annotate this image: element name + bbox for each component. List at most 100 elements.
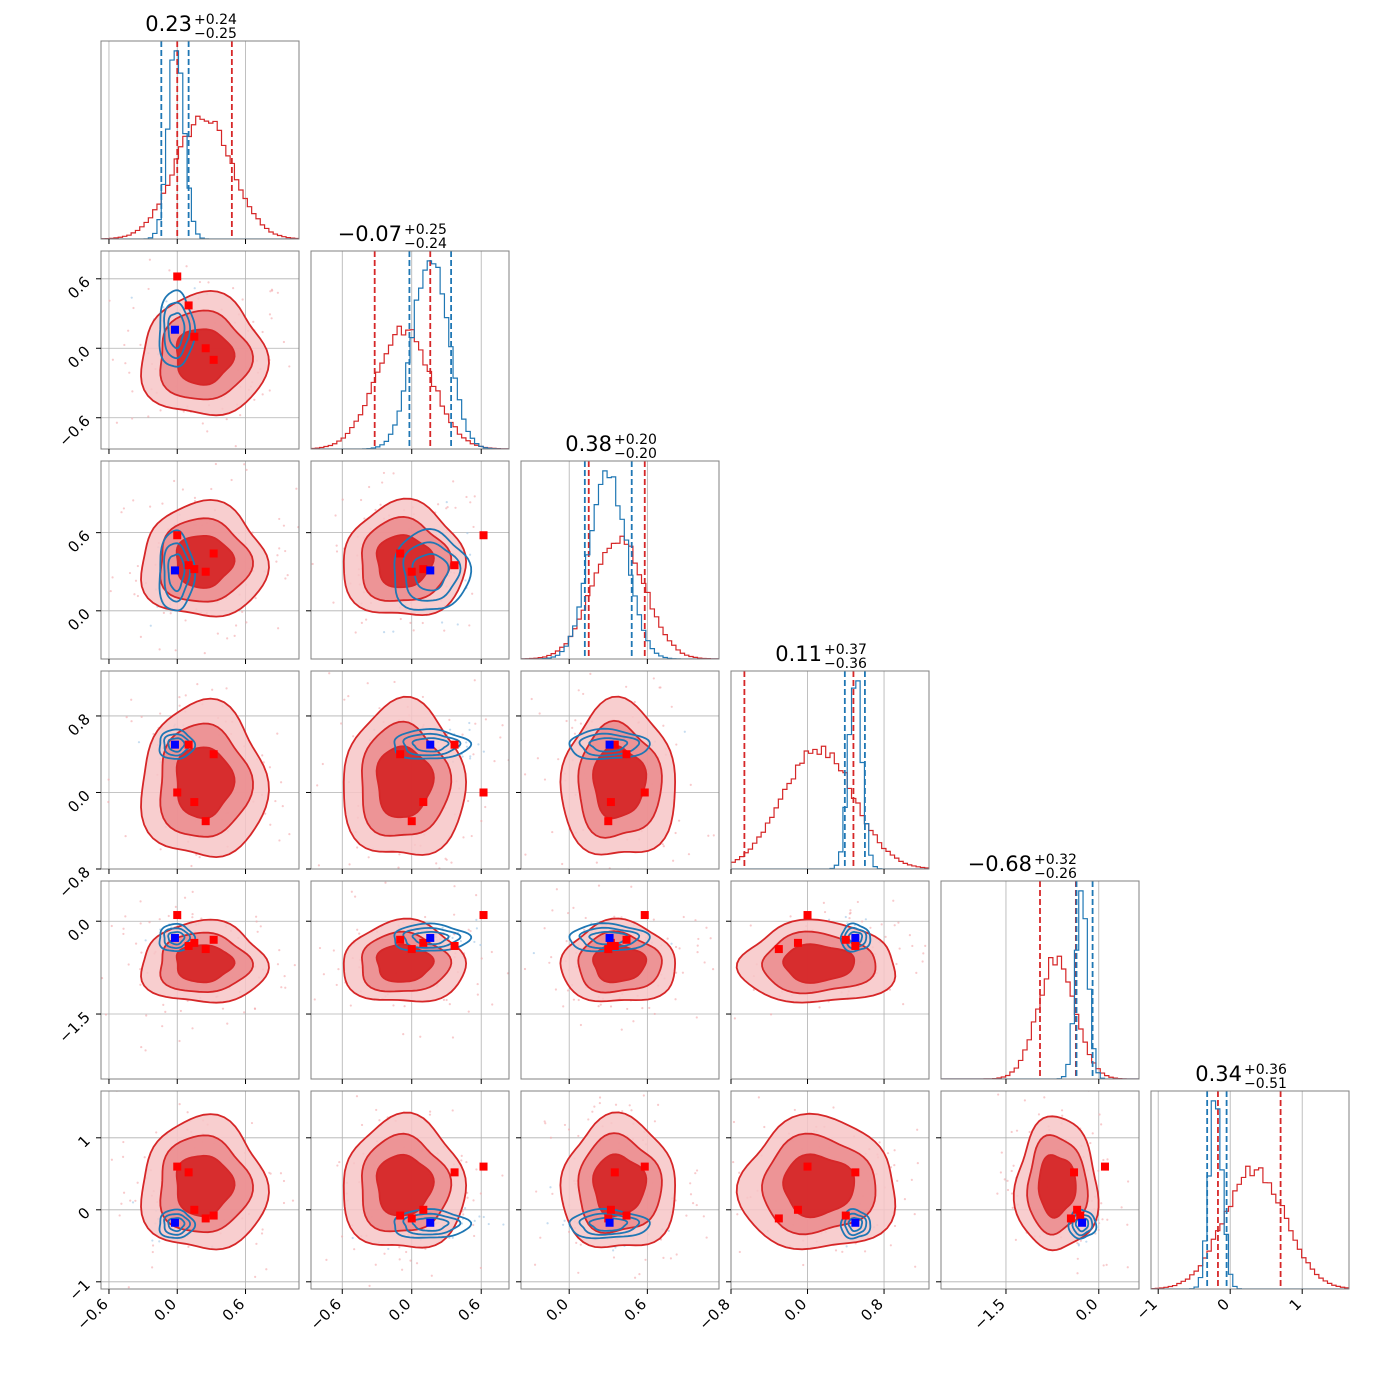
sample-point	[445, 858, 448, 861]
sample-point	[598, 1101, 601, 1105]
sample-point	[1097, 1228, 1100, 1232]
sample-point	[582, 692, 585, 696]
sample-point	[724, 1134, 726, 1136]
sample-point	[922, 952, 925, 955]
hist-1	[101, 50, 299, 239]
sample-point	[546, 1222, 549, 1225]
sample-point	[216, 632, 219, 635]
sample-point	[714, 1229, 716, 1231]
sample-point	[523, 984, 525, 986]
sample-point	[282, 1179, 286, 1183]
sample-point	[264, 812, 267, 815]
sample-point	[276, 963, 280, 966]
hist-0	[311, 325, 509, 449]
panel-frame	[310, 880, 510, 1080]
sample-point	[269, 823, 272, 826]
sample-point	[278, 949, 281, 952]
sample-point	[472, 1199, 475, 1202]
contour-blue	[843, 1212, 868, 1237]
truth-marker-red	[396, 549, 405, 558]
sample-point	[806, 1328, 808, 1330]
sample-point	[278, 839, 281, 842]
sample-point	[480, 819, 483, 823]
sample-point	[936, 930, 938, 932]
sample-point	[501, 724, 504, 727]
sample-point	[683, 730, 686, 733]
sample-point	[469, 501, 472, 504]
sample-point	[107, 778, 110, 781]
truth-marker-red	[610, 740, 619, 749]
sample-point	[591, 1110, 594, 1113]
sample-point	[802, 1263, 805, 1267]
truth-marker-red	[640, 911, 649, 920]
sample-point	[225, 418, 228, 421]
sample-point	[435, 862, 438, 865]
sample-point	[895, 962, 898, 966]
sample-point	[134, 579, 138, 582]
sample-point	[479, 943, 482, 947]
sample-point	[684, 963, 686, 965]
sample-point	[356, 846, 359, 849]
sample-point	[566, 989, 570, 992]
panel-title-minus: −0.25	[194, 26, 237, 42]
sample-point	[653, 660, 655, 662]
sample-point	[131, 1201, 135, 1204]
sample-point	[535, 1190, 538, 1193]
panel-title-minus: −0.26	[1034, 866, 1077, 882]
sample-point	[752, 988, 755, 991]
sample-point	[544, 1122, 547, 1125]
sample-point	[402, 1033, 405, 1036]
sample-point	[445, 500, 448, 504]
sample-point	[429, 1110, 432, 1113]
panel-title-value: −0.68	[968, 852, 1032, 876]
sample-point	[374, 508, 377, 512]
sample-point	[716, 964, 718, 966]
x-tick-label: 0	[1214, 1295, 1233, 1314]
sample-point	[360, 1123, 364, 1127]
sample-point	[1106, 1218, 1109, 1221]
sample-point	[1085, 1240, 1088, 1243]
sample-point	[893, 1164, 896, 1167]
sample-point	[479, 1192, 482, 1195]
sample-point	[148, 921, 151, 924]
sample-point	[392, 630, 395, 633]
sample-point	[1089, 1141, 1092, 1145]
sample-point	[128, 371, 131, 374]
sample-point	[254, 1275, 257, 1279]
contour-red	[782, 943, 856, 984]
sample-point	[574, 1330, 576, 1332]
sample-point	[732, 1160, 735, 1164]
contour-blue	[167, 1217, 186, 1232]
contour-blue	[402, 541, 462, 602]
truth-marker-red	[604, 817, 613, 826]
sample-point	[501, 1174, 504, 1177]
sample-point	[915, 971, 918, 974]
panel-frame	[520, 1090, 720, 1290]
sample-point	[340, 1235, 344, 1238]
truth-marker-red	[209, 935, 218, 944]
sample-point	[465, 1160, 468, 1164]
contour-blue	[393, 528, 473, 611]
truth-marker-red	[396, 750, 405, 759]
sample-point	[524, 853, 527, 856]
sample-point	[421, 621, 424, 625]
sample-point	[453, 885, 456, 888]
sample-point	[349, 1004, 352, 1007]
sample-point	[897, 921, 900, 924]
sample-point	[705, 926, 708, 929]
sample-point	[705, 1236, 708, 1239]
sample-point	[682, 915, 685, 919]
sample-point	[930, 902, 932, 904]
truth-marker-red	[479, 788, 488, 797]
sample-point	[225, 687, 228, 690]
sample-point	[704, 1179, 706, 1181]
sample-point	[844, 915, 847, 919]
contour-blue	[158, 728, 197, 760]
y-tick-label: 0.8	[64, 710, 94, 740]
sample-point	[921, 960, 924, 963]
sample-point	[1014, 1238, 1017, 1241]
truth-marker-blue	[1078, 1218, 1087, 1227]
sample-point	[285, 598, 287, 600]
sample-point	[892, 899, 895, 902]
truth-marker-red	[201, 344, 210, 353]
